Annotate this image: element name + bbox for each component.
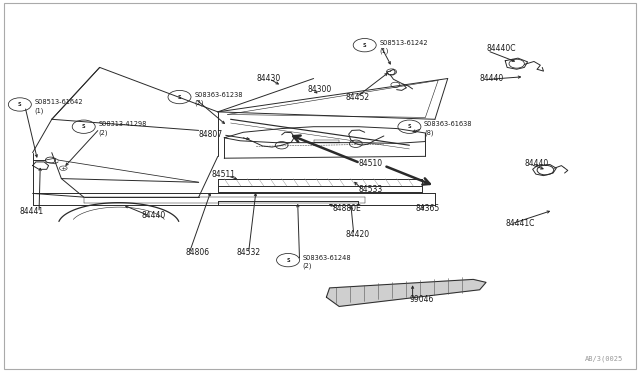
Text: 84430: 84430 xyxy=(256,74,280,83)
Text: (1): (1) xyxy=(35,107,44,113)
Polygon shape xyxy=(326,279,486,307)
Text: 99046: 99046 xyxy=(410,295,434,304)
Text: 84365: 84365 xyxy=(416,204,440,213)
Text: (1): (1) xyxy=(380,48,388,54)
Text: 84441C: 84441C xyxy=(505,219,534,228)
Text: 84440: 84440 xyxy=(479,74,504,83)
Text: 84807: 84807 xyxy=(198,129,223,139)
Text: 84510: 84510 xyxy=(358,159,383,168)
Text: 84441: 84441 xyxy=(20,208,44,217)
Text: 84440C: 84440C xyxy=(486,44,516,53)
Text: (8): (8) xyxy=(424,129,433,136)
Text: 84533: 84533 xyxy=(358,185,383,194)
Text: S08513-61242: S08513-61242 xyxy=(380,40,428,46)
Text: 84420: 84420 xyxy=(346,230,370,239)
Text: 84300: 84300 xyxy=(307,85,332,94)
Text: S08363-61248: S08363-61248 xyxy=(303,255,351,261)
Text: S: S xyxy=(82,124,86,129)
Text: S: S xyxy=(18,102,22,107)
Text: S08513-61642: S08513-61642 xyxy=(35,99,83,105)
Text: 84440: 84440 xyxy=(524,159,548,168)
Text: 84452: 84452 xyxy=(346,93,370,102)
Text: 84806: 84806 xyxy=(186,248,210,257)
Text: S: S xyxy=(178,94,181,100)
Text: (2): (2) xyxy=(99,129,108,136)
Text: S08363-61238: S08363-61238 xyxy=(194,92,243,98)
Text: S: S xyxy=(408,124,412,129)
Text: S08363-61638: S08363-61638 xyxy=(424,122,472,128)
Text: S: S xyxy=(363,43,367,48)
Text: (2): (2) xyxy=(303,263,312,269)
Text: 84532: 84532 xyxy=(237,248,261,257)
Text: 84511: 84511 xyxy=(211,170,236,179)
Text: 84440: 84440 xyxy=(141,211,165,220)
Text: AB/3(0025: AB/3(0025 xyxy=(585,356,623,362)
Text: S: S xyxy=(286,258,290,263)
Text: 84880E: 84880E xyxy=(333,204,362,213)
Text: S08313-41298: S08313-41298 xyxy=(99,122,147,128)
Text: (2): (2) xyxy=(194,100,204,106)
